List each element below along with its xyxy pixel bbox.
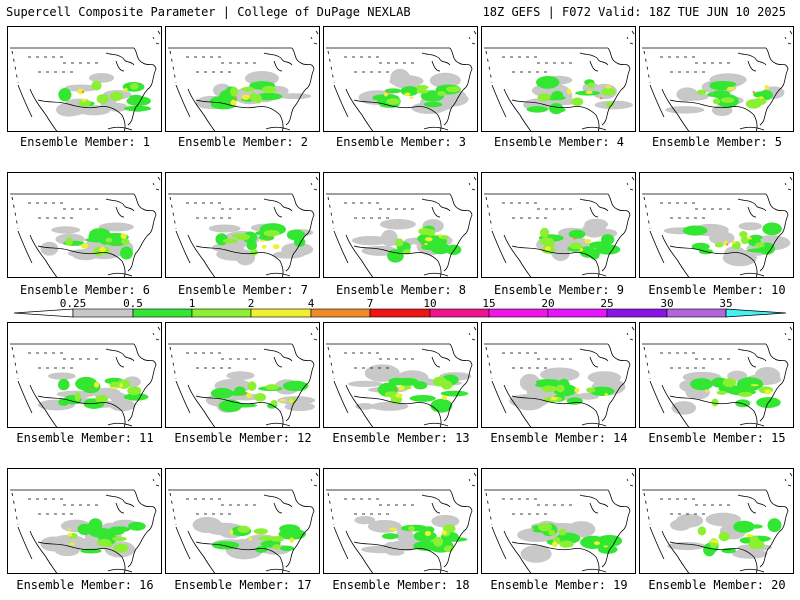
member-label: Ensemble Member: 7 [177,283,309,297]
color-swatch [369,308,431,318]
color-swatch [250,308,312,318]
color-scale-tick-label: 7 [366,297,374,310]
member-label: Ensemble Member: 17 [174,578,312,592]
color-swatch [606,308,668,318]
color-scale-tick-label: 25 [600,297,614,310]
map-panel-member-8 [323,172,478,278]
map-panel-member-20 [639,468,794,574]
map-canvas [326,472,477,573]
color-swatch [547,308,608,318]
map-panel-member-16 [7,468,162,574]
member-label: Ensemble Member: 12 [174,431,312,445]
map-panel-member-7 [165,172,320,278]
map-canvas [10,30,161,131]
member-label: Ensemble Member: 10 [648,283,786,297]
member-label: Ensemble Member: 8 [335,283,467,297]
map-canvas [484,326,635,427]
member-label: Ensemble Member: 13 [332,431,470,445]
map-canvas [642,176,793,277]
member-label: Ensemble Member: 20 [648,578,786,592]
map-panel-member-15 [639,322,794,428]
member-label: Ensemble Member: 9 [493,283,625,297]
color-scale-tick-label: 4 [307,297,315,310]
map-canvas [10,176,161,277]
color-swatch [488,308,549,318]
map-canvas [326,176,477,277]
map-canvas [484,472,635,573]
map-panel-member-12 [165,322,320,428]
color-scale-tick-label: 15 [482,297,496,310]
map-canvas [326,326,477,427]
map-canvas [168,176,319,277]
member-label: Ensemble Member: 19 [490,578,628,592]
map-canvas [642,30,793,131]
map-panel-member-3 [323,26,478,132]
page-title: Supercell Composite Parameter | College … [6,5,411,19]
map-canvas [168,30,319,131]
map-panel-member-4 [481,26,636,132]
map-panel-member-14 [481,322,636,428]
map-canvas [168,472,319,573]
member-label: Ensemble Member: 3 [335,135,467,149]
color-scale-tick-label: 10 [423,297,437,310]
member-label: Ensemble Member: 2 [177,135,309,149]
color-swatch [429,308,490,318]
map-panel-member-10 [639,172,794,278]
color-scale-tick-label: 2 [247,297,255,310]
member-label: Ensemble Member: 6 [19,283,151,297]
map-panel-member-19 [481,468,636,574]
map-panel-member-11 [7,322,162,428]
member-label: Ensemble Member: 4 [493,135,625,149]
valid-time-label: 18Z GEFS | F072 Valid: 18Z TUE JUN 10 20… [482,5,786,19]
member-label: Ensemble Member: 16 [16,578,154,592]
color-swatch [191,308,252,318]
map-canvas [10,472,161,573]
color-scale-tick-label: 0.25 [59,297,87,310]
member-label: Ensemble Member: 14 [490,431,628,445]
map-panel-member-17 [165,468,320,574]
map-canvas [326,30,477,131]
map-canvas [168,326,319,427]
color-swatch [310,308,371,318]
map-panel-member-5 [639,26,794,132]
member-label: Ensemble Member: 15 [648,431,786,445]
map-panel-member-13 [323,322,478,428]
map-panel-member-2 [165,26,320,132]
map-canvas [642,326,793,427]
map-canvas [484,30,635,131]
member-label: Ensemble Member: 18 [332,578,470,592]
color-swatch [72,308,134,318]
member-label: Ensemble Member: 11 [16,431,154,445]
color-swatch [666,308,727,318]
color-scale-tick-label: 35 [719,297,733,310]
color-scale-tick-label: 30 [660,297,674,310]
member-label: Ensemble Member: 1 [19,135,151,149]
map-panel-member-18 [323,468,478,574]
color-swatch [132,308,193,318]
color-scale-tick-label: 1 [188,297,196,310]
map-canvas [642,472,793,573]
map-panel-member-6 [7,172,162,278]
map-canvas [10,326,161,427]
color-scale-tick-label: 0.5 [123,297,143,310]
color-scale-tick-label: 20 [541,297,555,310]
map-panel-member-1 [7,26,162,132]
map-panel-member-9 [481,172,636,278]
map-canvas [484,176,635,277]
member-label: Ensemble Member: 5 [651,135,783,149]
